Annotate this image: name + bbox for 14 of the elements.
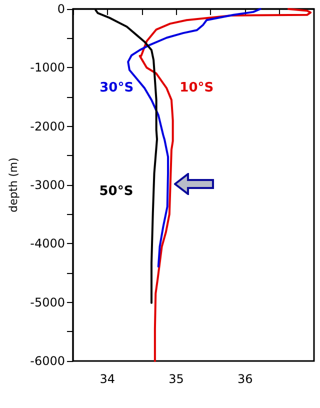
x-tick-label: 34 (100, 372, 116, 386)
series-label: 50°S (99, 184, 134, 199)
series-label: 30°S (100, 80, 134, 96)
y-axis-title: depth (m) (7, 158, 20, 212)
y-tick-label: -5000 (30, 295, 65, 310)
y-tick-label: -3000 (30, 178, 65, 192)
y-tick-label: -6000 (30, 354, 65, 368)
y-tick-label: -1000 (30, 60, 65, 75)
y-tick-label: -2000 (30, 119, 65, 134)
y-tick-label: 0 (57, 2, 65, 16)
series-label: 10°S (180, 80, 214, 96)
x-tick-label: 35 (168, 372, 184, 386)
x-tick-label: 36 (238, 372, 253, 386)
y-tick-label: -4000 (30, 236, 65, 251)
